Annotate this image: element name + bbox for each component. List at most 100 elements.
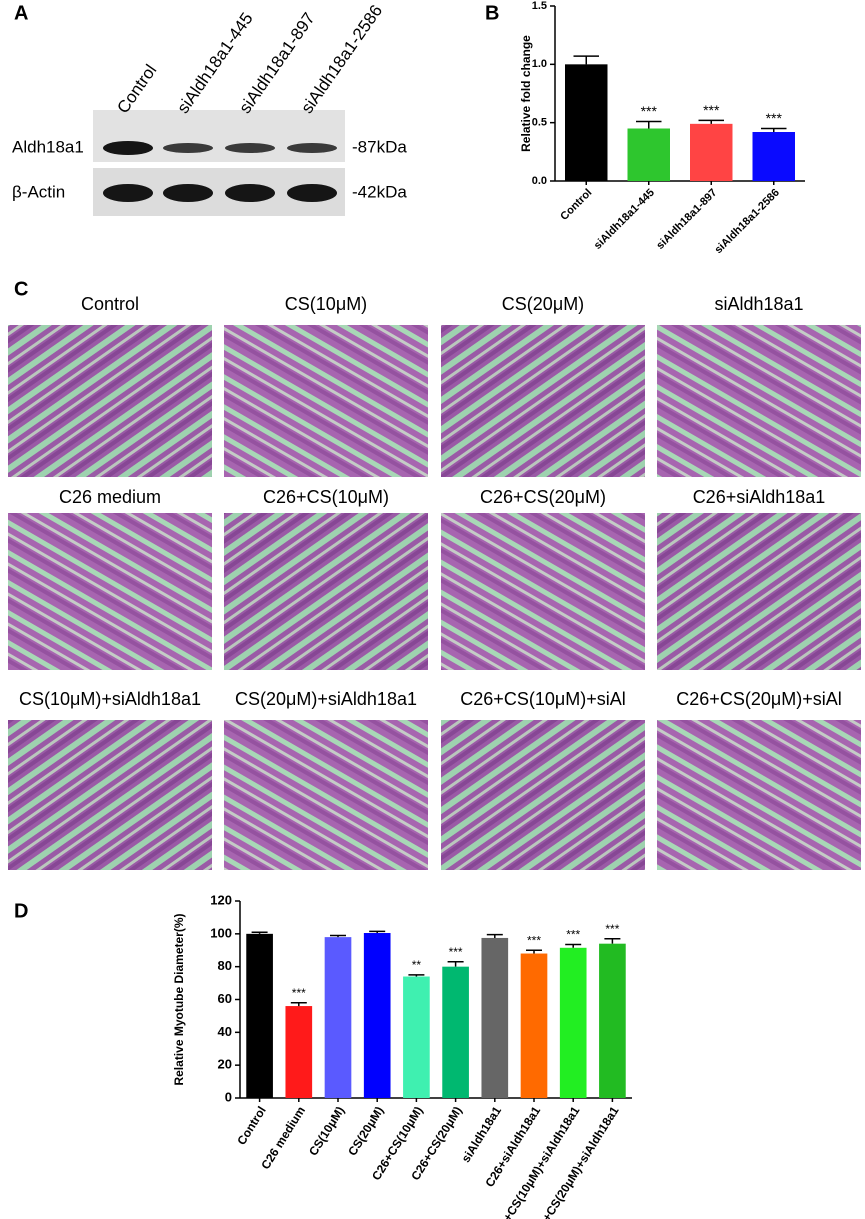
- x-tick-label: CS(20μM): [345, 1104, 386, 1158]
- row-label: Aldh18a1: [12, 137, 84, 156]
- micrograph-label: CS(10μM)+siAldh18a1: [19, 689, 201, 709]
- micrograph-label: C26+CS(10μM): [263, 487, 389, 507]
- x-tick-label: siAldh18a1-2586: [712, 187, 781, 256]
- bar: [481, 937, 509, 1098]
- significance: ***: [449, 945, 463, 959]
- significance: ***: [766, 110, 783, 126]
- micrograph-label: CS(20μM): [502, 294, 584, 314]
- bar: [627, 128, 670, 181]
- x-tick-label: siAldh18a1: [459, 1104, 505, 1165]
- bar: [442, 966, 469, 1098]
- x-tick-label: Control: [558, 187, 594, 223]
- y-tick-label: 120: [210, 892, 232, 907]
- bar: [690, 123, 733, 181]
- x-tick-label: siAldh18a1-445: [592, 187, 657, 252]
- error-bar: [565, 943, 582, 948]
- error-bar: [330, 934, 346, 938]
- micrograph-label: CS(20μM)+siAldh18a1: [235, 689, 417, 709]
- bar: [363, 933, 391, 1098]
- blot-band: [103, 141, 153, 155]
- error-bar: [369, 930, 386, 934]
- y-tick-label: 0: [225, 1089, 232, 1104]
- micrograph-label: C26+CS(20μM): [480, 487, 606, 507]
- panel-label: A: [14, 2, 28, 24]
- micrograph-label: C26+CS(20μM)+siAl: [676, 689, 841, 709]
- error-bar: [636, 120, 662, 129]
- blot-band: [287, 143, 337, 153]
- panel-label: D: [14, 900, 28, 922]
- y-tick-label: 1.0: [532, 58, 547, 70]
- lane-label: Control: [113, 61, 160, 117]
- error-bar: [573, 55, 599, 65]
- micrograph-label: C26+siAldh18a1: [693, 487, 826, 507]
- y-tick-label: 60: [218, 991, 232, 1006]
- significance: ***: [292, 986, 306, 1000]
- y-tick-label: 0.0: [532, 175, 547, 187]
- micrograph-label: C26+CS(10μM)+siAl: [460, 689, 625, 709]
- micrograph: [8, 720, 212, 870]
- y-tick-label: 100: [210, 925, 232, 940]
- micrograph: [441, 325, 645, 477]
- significance: ***: [641, 103, 658, 119]
- error-bar: [526, 949, 542, 954]
- micrograph-label: siAldh18a1: [714, 294, 803, 314]
- micrograph: [8, 513, 212, 670]
- x-tick-label: CS(10μM): [306, 1104, 347, 1158]
- blot-band: [163, 143, 213, 153]
- significance: ***: [703, 102, 720, 118]
- y-axis-label: Relative Myotube Diameter(%): [172, 913, 186, 1085]
- bar: [565, 64, 608, 181]
- micrograph: [441, 720, 645, 870]
- bar: [599, 943, 626, 1098]
- error-bar: [290, 1002, 307, 1007]
- micrograph: [657, 513, 861, 670]
- significance: ***: [605, 922, 619, 936]
- significance: **: [412, 958, 422, 972]
- y-tick-label: 0.5: [532, 117, 547, 129]
- blot-band: [287, 184, 337, 202]
- micrograph: [224, 720, 428, 870]
- error-bar: [698, 119, 724, 124]
- error-bar: [408, 974, 425, 977]
- error-bar: [761, 127, 787, 132]
- error-bar: [447, 960, 464, 967]
- y-tick-label: 40: [218, 1024, 232, 1039]
- blot-band: [225, 184, 275, 202]
- micrograph-label: C26 medium: [59, 487, 161, 507]
- blot-band: [225, 143, 275, 153]
- y-tick-label: 20: [218, 1057, 232, 1072]
- micrograph: [657, 720, 861, 870]
- blot-band: [163, 184, 213, 202]
- panel-label: C: [14, 278, 28, 300]
- bar: [520, 953, 548, 1098]
- micrograph-label: CS(10μM): [285, 294, 367, 314]
- error-bar: [604, 938, 621, 944]
- bar: [285, 1006, 313, 1098]
- micrograph: [224, 513, 428, 670]
- bar: [559, 947, 587, 1098]
- size-label: -87kDa: [352, 137, 407, 156]
- row-label: β-Actin: [12, 182, 65, 201]
- micrograph: [441, 513, 645, 670]
- bar: [752, 132, 795, 181]
- panel-label: B: [485, 2, 499, 24]
- y-tick-label: 80: [218, 958, 232, 973]
- x-tick-label: siAldh18a1-897: [654, 187, 719, 252]
- micrograph: [224, 325, 428, 477]
- y-tick-label: 1.5: [532, 0, 547, 12]
- bar: [403, 976, 430, 1098]
- bar: [246, 933, 273, 1098]
- blot-band: [103, 184, 153, 202]
- significance: ***: [566, 928, 580, 942]
- error-bar: [251, 931, 268, 934]
- x-tick-label: Control: [234, 1104, 268, 1148]
- bar: [324, 937, 352, 1098]
- size-label: -42kDa: [352, 182, 407, 201]
- y-axis-label: Relative fold change: [519, 35, 533, 152]
- micrograph: [657, 325, 861, 477]
- micrograph-label: Control: [81, 294, 139, 314]
- error-bar: [486, 933, 503, 938]
- micrograph: [8, 325, 212, 477]
- significance: ***: [527, 933, 541, 947]
